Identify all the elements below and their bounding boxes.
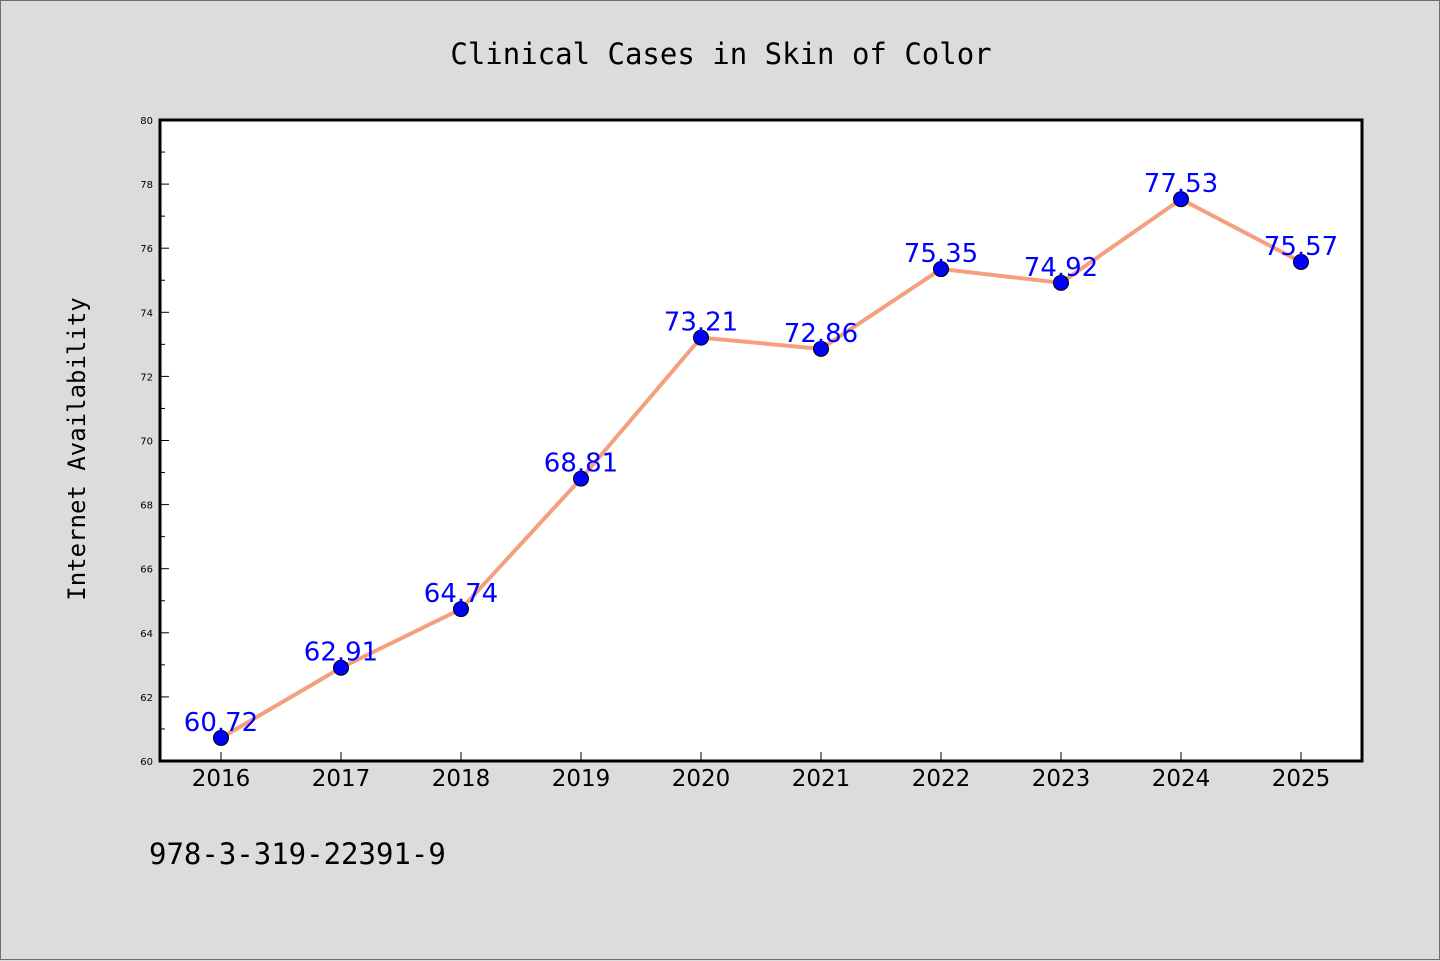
y-tick-label: 80 (140, 116, 153, 127)
y-tick-label: 66 (140, 565, 153, 576)
series-line (219, 197, 1303, 740)
plot-area (160, 120, 1362, 761)
data-point-marker (933, 261, 949, 278)
y-tick-label: 78 (140, 180, 153, 191)
data-point-marker (1053, 274, 1069, 291)
x-tick-label: 2019 (552, 766, 611, 792)
chart-title: Clinical Cases in Skin of Color (450, 37, 991, 71)
data-point-label: 75.57 (1264, 232, 1338, 262)
data-point-marker (1293, 253, 1309, 270)
data-point-marker (573, 470, 589, 487)
x-tick-label: 2025 (1272, 766, 1331, 792)
data-point-marker (453, 601, 469, 618)
x-tick-label: 2017 (312, 766, 371, 792)
data-point-label: 75.35 (904, 239, 978, 269)
y-tick-label: 74 (140, 308, 153, 319)
x-tick-label: 2018 (432, 766, 491, 792)
data-point-label: 60.72 (184, 708, 258, 738)
x-tick-label: 2020 (672, 766, 731, 792)
data-point-marker (213, 729, 229, 746)
plot-frame (158, 118, 1364, 763)
data-point-label: 64.74 (424, 579, 498, 609)
data-point-label: 73.21 (664, 308, 738, 338)
data-point-label: 62.91 (304, 638, 378, 668)
x-tick-label: 2016 (192, 766, 251, 792)
data-point-label: 72.86 (784, 319, 858, 349)
y-tick-label: 60 (140, 757, 153, 768)
x-axis: 2016 2017 2018 2019 2020 2021 2022 2023 2024 2025 (192, 752, 1331, 792)
data-label-layer: 60.72 62.91 64.74 68.81 73.21 72.86 75.35 74.92… (184, 169, 1338, 738)
data-point-marker (813, 340, 829, 357)
y-axis-label: Internet Availability (63, 297, 91, 600)
data-point-marker (693, 329, 709, 346)
x-tick-label: 2021 (792, 766, 851, 792)
marker-layer (213, 191, 1309, 746)
data-point-label: 68.81 (544, 449, 618, 479)
x-tick-label: 2024 (1152, 766, 1211, 792)
y-tick-label: 62 (140, 693, 153, 704)
x-tick-label: 2022 (912, 766, 971, 792)
y-tick-label: 68 (140, 501, 153, 512)
data-point-label: 74.92 (1024, 253, 1098, 283)
data-point-label: 77.53 (1144, 169, 1218, 199)
isbn-annotation: 978-3-319-22391-9 (149, 837, 446, 871)
y-tick-label: 70 (140, 437, 153, 448)
series-layer (219, 197, 1303, 740)
data-point-marker (333, 659, 349, 676)
data-point-marker (1173, 191, 1189, 208)
y-tick-label: 76 (140, 244, 153, 255)
y-tick-label: 72 (140, 372, 153, 383)
y-tick-label: 64 (140, 629, 153, 640)
x-tick-label: 2023 (1032, 766, 1091, 792)
